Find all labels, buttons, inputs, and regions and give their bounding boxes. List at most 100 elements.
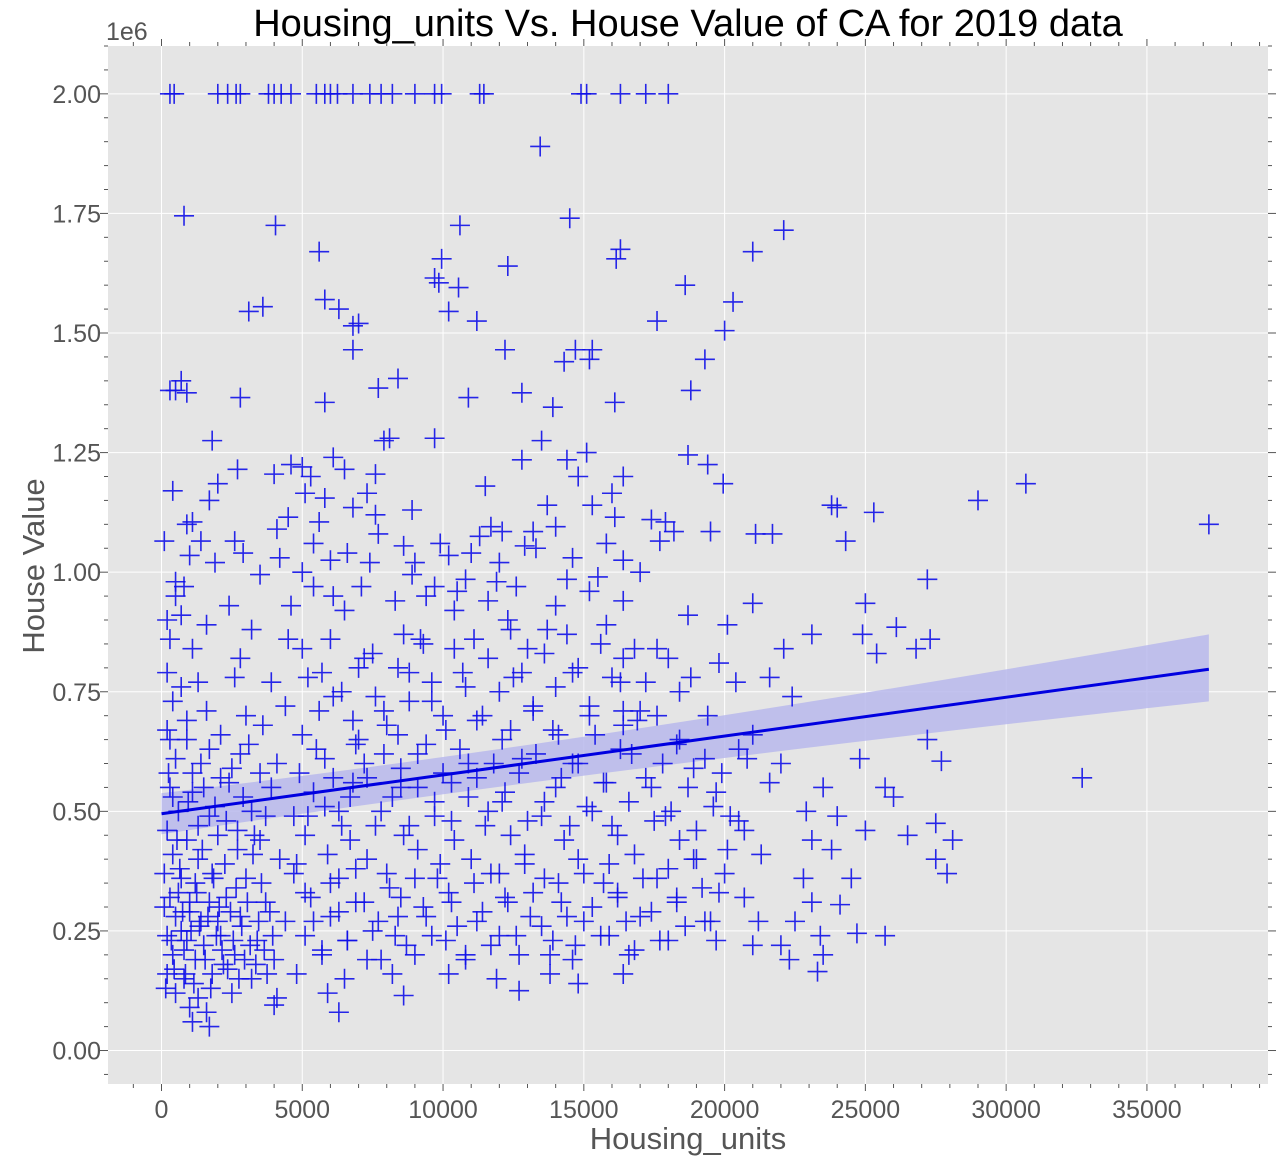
data-point — [171, 370, 192, 391]
data-point — [195, 949, 216, 970]
data-point — [478, 590, 499, 611]
data-point — [835, 531, 856, 552]
data-point — [556, 624, 577, 645]
data-point — [647, 311, 668, 332]
data-point — [162, 480, 183, 501]
data-point — [166, 830, 187, 851]
data-point — [199, 806, 220, 827]
data-point — [593, 873, 614, 894]
data-point — [314, 796, 335, 817]
data-point — [176, 382, 197, 403]
data-point — [925, 849, 946, 870]
data-point — [334, 968, 355, 989]
data-point — [1015, 473, 1036, 494]
data-point — [278, 629, 299, 650]
data-point — [154, 897, 175, 918]
regression-line — [161, 667, 1210, 816]
data-point — [852, 624, 873, 645]
data-point — [683, 849, 704, 870]
data-point — [393, 535, 414, 556]
data-point — [210, 724, 231, 745]
data-point — [430, 853, 451, 874]
data-point — [188, 849, 209, 870]
data-point — [708, 882, 729, 903]
data-point — [525, 538, 546, 559]
data-point — [250, 830, 271, 851]
data-point — [320, 550, 341, 571]
data-point — [295, 925, 316, 946]
data-point — [303, 911, 324, 932]
data-point — [697, 454, 718, 475]
data-point — [448, 277, 469, 298]
data-point — [261, 777, 282, 798]
data-point — [162, 786, 183, 807]
data-point — [669, 681, 690, 702]
data-point — [807, 961, 828, 982]
data-point — [306, 739, 327, 760]
data-point — [289, 763, 310, 784]
data-point — [624, 638, 645, 659]
data-point — [371, 801, 392, 822]
data-point — [314, 488, 335, 509]
data-point — [231, 916, 252, 937]
data-point — [165, 748, 186, 769]
data-point — [548, 873, 569, 894]
data-point — [624, 844, 645, 865]
data-point — [357, 849, 378, 870]
x-tick-label: 10000 — [408, 1096, 478, 1124]
data-point — [220, 901, 241, 922]
data-point — [863, 502, 884, 523]
data-point — [376, 715, 397, 736]
data-point — [596, 533, 617, 554]
data-point — [207, 473, 228, 494]
data-point — [480, 516, 501, 537]
data-point — [382, 83, 403, 104]
data-point — [610, 672, 631, 693]
data-point — [342, 339, 363, 360]
data-point — [635, 83, 656, 104]
data-point — [494, 339, 515, 360]
data-point — [489, 681, 510, 702]
data-point — [630, 562, 651, 583]
data-point — [801, 830, 822, 851]
data-point — [275, 696, 296, 717]
data-point — [438, 301, 459, 322]
data-point — [224, 531, 245, 552]
data-point — [548, 724, 569, 745]
x-axis-label: Housing_units — [590, 1121, 786, 1156]
data-point — [309, 241, 330, 262]
data-point — [230, 743, 251, 764]
data-point — [937, 863, 958, 884]
data-point — [714, 320, 735, 341]
data-point — [228, 968, 249, 989]
data-point — [742, 935, 763, 956]
data-point — [641, 777, 662, 798]
data-point — [613, 466, 634, 487]
data-point — [251, 873, 272, 894]
data-point — [314, 748, 335, 769]
data-point — [340, 830, 361, 851]
data-point — [404, 552, 425, 573]
data-point — [295, 483, 316, 504]
data-point — [827, 497, 848, 518]
data-point — [337, 930, 358, 951]
data-point — [678, 605, 698, 626]
data-point — [534, 868, 555, 889]
data-point — [410, 629, 431, 650]
data-point — [472, 705, 493, 726]
data-point — [745, 523, 766, 544]
data-point — [562, 949, 583, 970]
data-point — [164, 83, 185, 104]
data-point — [311, 940, 332, 961]
data-point — [323, 586, 344, 607]
data-point — [728, 739, 749, 760]
data-point — [478, 801, 499, 822]
data-point — [568, 849, 589, 870]
data-point — [461, 849, 482, 870]
data-point — [658, 858, 679, 879]
data-point — [886, 617, 907, 638]
data-point — [183, 973, 204, 994]
data-point — [706, 782, 727, 803]
data-point — [300, 466, 321, 487]
data-point — [562, 547, 583, 568]
